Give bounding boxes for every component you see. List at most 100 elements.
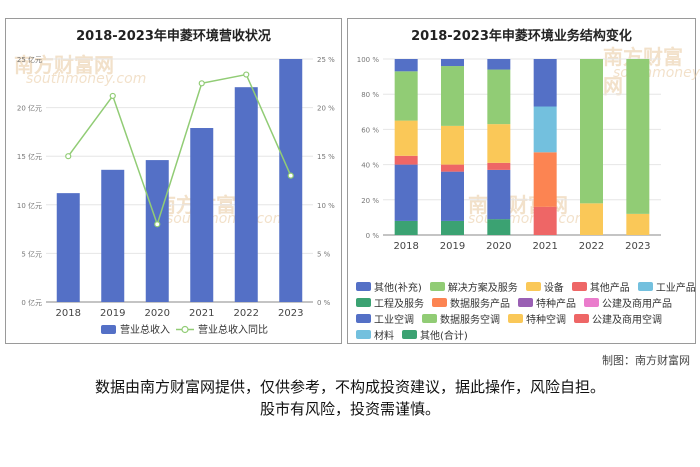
legend-label: 解决方案及服务 <box>447 283 518 294</box>
stacked-bar-segment <box>394 155 418 165</box>
stacked-bar-segment <box>394 220 418 235</box>
legend-label: 其他(补充) <box>374 283 422 294</box>
legend-item: 公建及商用产品 <box>584 295 672 310</box>
legend-item: 材料 <box>356 327 394 342</box>
stacked-bar-segment <box>487 124 511 163</box>
y-tick-label: 40 % <box>361 162 379 170</box>
y-left-tick-label: 15 亿元 <box>17 152 42 161</box>
stacked-bar-segment <box>580 59 603 204</box>
x-tick-label: 2020 <box>486 241 511 252</box>
legend-label: 工业空调 <box>374 315 414 326</box>
legend-item: 其他(合计) <box>402 327 468 342</box>
x-tick-label: 2023 <box>278 308 303 319</box>
structure-chart-panel: 2018-2023年申菱环境业务结构变化 南方财富网 southmoney.co… <box>347 18 700 344</box>
legend-row: 工业空调 数据服务空调 特种空调 公建及商用空调 <box>356 311 670 326</box>
yoy-point <box>154 221 161 228</box>
legend-label: 公建及商用产品 <box>602 299 672 310</box>
legend-swatch <box>574 314 589 323</box>
legend-label: 其他产品 <box>589 283 630 294</box>
disclaimer-line1: 数据由南方财富网提供，仅供参考，不构成投资建议，据此操作，风险自担。 <box>94 378 605 396</box>
legend-item: 其他产品 <box>571 279 630 294</box>
stacked-bar-segment <box>533 106 557 153</box>
y-left-tick-label: 5 亿元 <box>21 249 42 258</box>
legend-item: 特种产品 <box>518 295 576 310</box>
legend-row: 其他(补充) 解决方案及服务 设备 其他产品 工业产品 <box>356 279 700 294</box>
legend-swatch <box>402 330 417 339</box>
legend-swatch <box>429 282 445 291</box>
x-tick-label: 2023 <box>625 241 650 252</box>
y-right-tick-label: 25 % <box>317 56 335 64</box>
stacked-bar-segment <box>626 213 650 235</box>
yoy-point <box>65 153 72 160</box>
stacked-bar-segment <box>441 220 464 235</box>
legend-swatch <box>356 298 371 307</box>
stacked-bar-segment <box>441 171 464 221</box>
y-right-tick-label: 5 % <box>317 250 331 258</box>
stacked-bar-segment <box>441 125 464 165</box>
stacked-bar-segment <box>487 169 511 220</box>
legend-item: 解决方案及服务 <box>429 279 518 294</box>
revenue-chart-panel: 2018-2023年申菱环境营收状况 南方财富网 southmoney.com … <box>5 18 342 344</box>
legend-swatch <box>518 298 533 307</box>
legend-label: 数据服务产品 <box>450 299 510 310</box>
y-right-tick-label: 20 % <box>317 105 335 113</box>
stacked-bar-segment <box>626 59 650 214</box>
stacked-bar-segment <box>533 59 557 107</box>
x-tick-label: 2022 <box>234 308 259 319</box>
legend-item: 工业空调 <box>356 311 414 326</box>
stacked-bar-segment <box>487 162 511 170</box>
x-tick-label: 2021 <box>532 241 557 252</box>
x-tick-label: 2019 <box>100 308 125 319</box>
legend-swatch <box>525 282 541 291</box>
stacked-bar-segment <box>533 152 557 207</box>
y-tick-label: 0 % <box>366 232 380 240</box>
revenue-chart-svg: 0 亿元 5 亿元 10 亿元 15 亿元 20 亿元 25 亿元 0 % 5 % 10 % 15… <box>17 55 335 336</box>
y-left-tick-label: 25 亿元 <box>17 55 42 64</box>
x-tick-label: 2020 <box>145 308 170 319</box>
revenue-bar <box>101 169 125 302</box>
legend-swatch <box>584 298 599 307</box>
legend-label: 特种产品 <box>536 299 576 310</box>
legend-item: 设备 <box>525 279 564 294</box>
legend-label: 工程及服务 <box>374 299 424 310</box>
stacked-bar-segment <box>533 206 557 235</box>
x-tick-label: 2019 <box>440 241 465 252</box>
x-tick-label: 2018 <box>393 241 418 252</box>
legend-label: 其他(合计) <box>420 331 468 342</box>
stacked-bar-segment <box>441 59 464 67</box>
legend-row: 工程及服务 数据服务产品 特种产品 公建及商用产品 <box>356 295 680 310</box>
legend-label: 设备 <box>543 283 564 294</box>
legend-label: 特种空调 <box>526 315 566 326</box>
legend-label: 材料 <box>374 331 394 342</box>
legend-swatch <box>356 314 371 323</box>
legend-label: 数据服务空调 <box>440 315 500 326</box>
stacked-bar-segment <box>487 59 511 70</box>
yoy-point <box>287 172 294 179</box>
yoy-point <box>198 80 205 87</box>
y-left-tick-label: 10 亿元 <box>17 201 42 210</box>
y-right-tick-label: 15 % <box>317 153 335 161</box>
legend-swatch-revenue <box>101 325 116 334</box>
legend-label-revenue: 营业总收入 <box>120 323 170 336</box>
stacked-bar-segment <box>441 66 464 126</box>
legend-label-yoy: 营业总收入同比 <box>198 323 268 336</box>
credit-text: 制图：南方财富网 <box>602 354 690 367</box>
disclaimer-line2: 股市有风险，投资需谨慎。 <box>259 400 440 418</box>
yoy-line <box>67 73 292 227</box>
legend-swatch <box>356 282 371 291</box>
stacked-bar-segment <box>580 203 603 235</box>
x-tick-label: 2018 <box>56 308 81 319</box>
revenue-bar <box>190 128 214 302</box>
legend-swatch <box>571 282 587 291</box>
y-right-tick-label: 0 % <box>317 299 331 307</box>
revenue-bar <box>234 87 258 302</box>
legend-swatch <box>637 282 653 291</box>
legend-swatch <box>422 314 437 323</box>
stacked-bar-segment <box>487 219 511 235</box>
revenue-chart-title: 2018-2023年申菱环境营收状况 <box>76 29 271 44</box>
x-tick-label: 2021 <box>189 308 214 319</box>
stacked-bar-segment <box>487 69 511 125</box>
legend-item: 公建及商用空调 <box>574 311 662 326</box>
yoy-point <box>243 71 250 78</box>
stacked-bar-segment <box>394 120 418 156</box>
